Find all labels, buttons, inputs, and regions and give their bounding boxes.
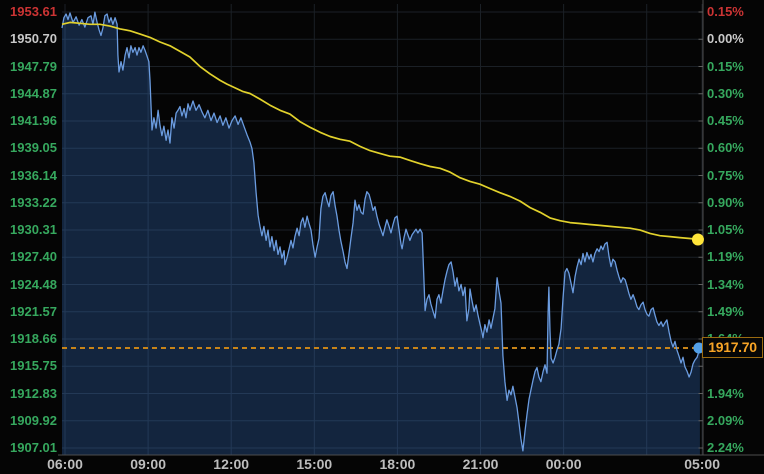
average-end-dot — [691, 233, 704, 246]
average-line — [61, 21, 698, 241]
last-price-tag: 1917.70 — [702, 337, 763, 359]
price-end-dot — [693, 342, 705, 354]
price-area-fill — [62, 12, 700, 455]
price-line — [61, 11, 701, 452]
